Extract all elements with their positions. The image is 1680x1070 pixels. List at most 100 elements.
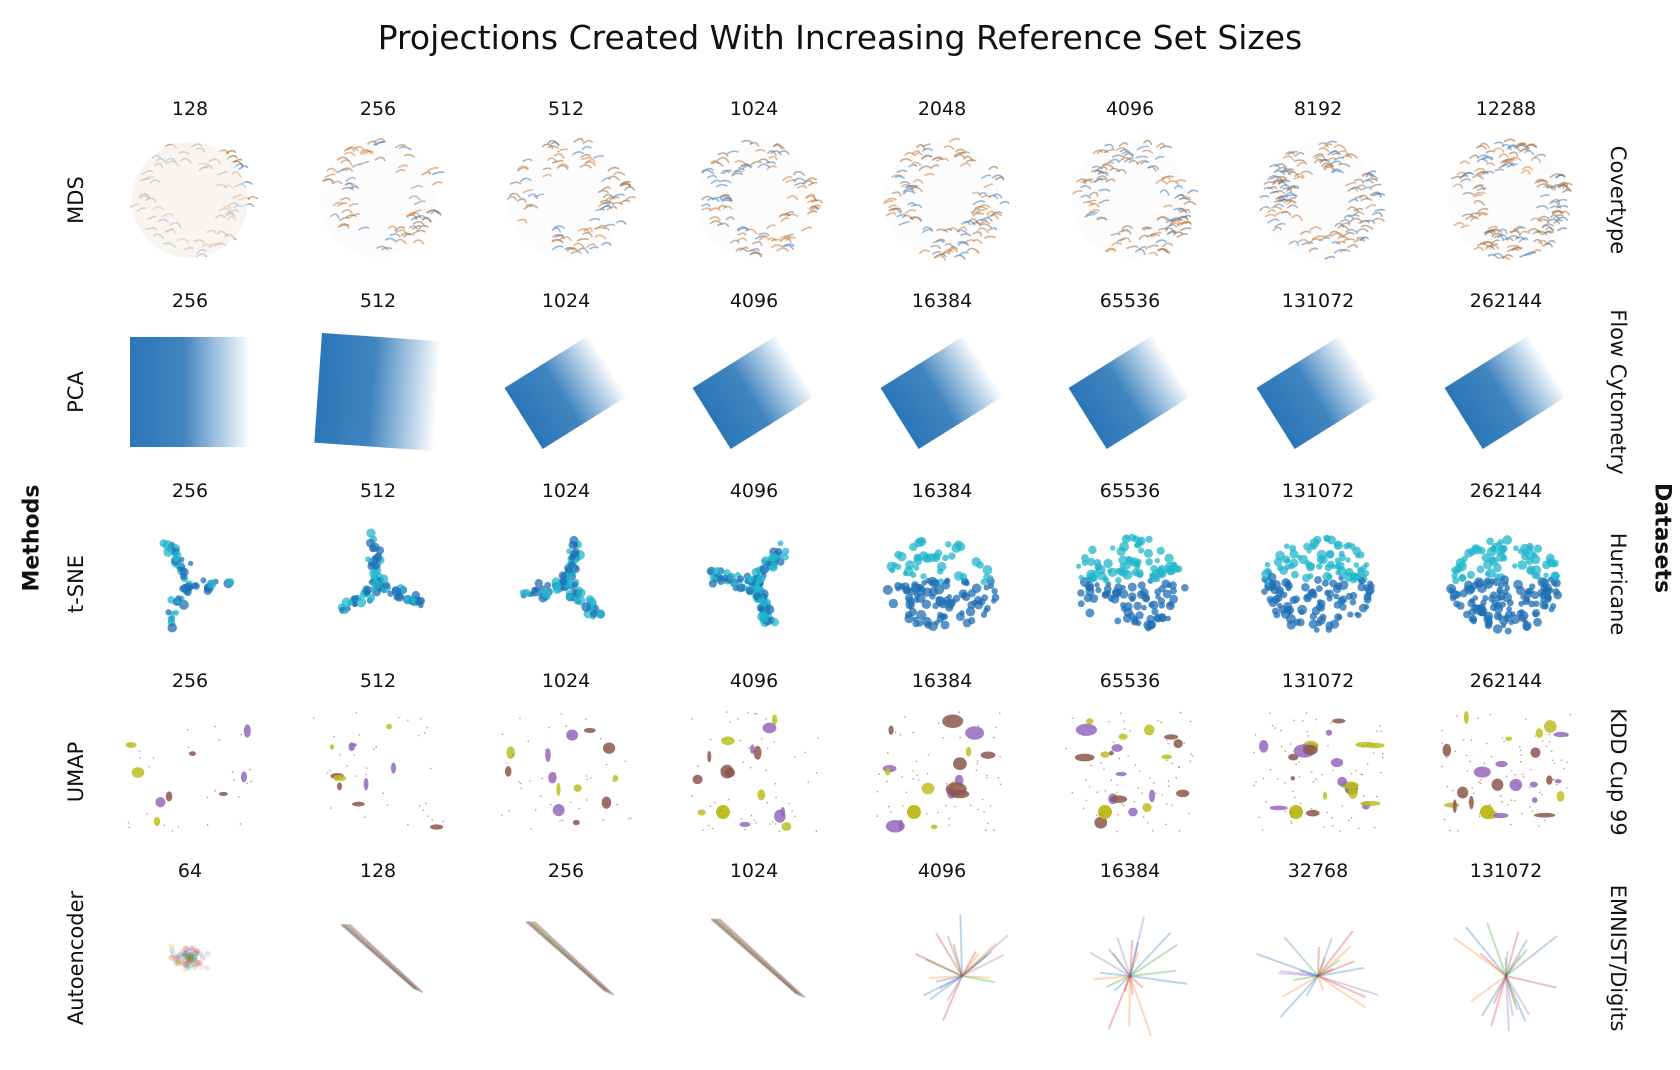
point-cluster xyxy=(972,212,985,217)
point-cluster xyxy=(1321,579,1329,587)
point-cluster xyxy=(427,166,439,172)
point xyxy=(1253,751,1255,754)
point-cluster xyxy=(692,774,703,785)
point-cluster xyxy=(758,158,771,164)
point-cluster xyxy=(918,249,931,255)
point-cluster xyxy=(953,151,965,157)
point-cluster xyxy=(1332,718,1346,724)
point-band xyxy=(880,334,1004,450)
point-cluster xyxy=(1374,208,1386,213)
point xyxy=(794,756,796,758)
point-cloud xyxy=(1260,142,1376,258)
point-cluster xyxy=(1492,147,1505,153)
point-cluster xyxy=(1474,191,1486,196)
point xyxy=(148,766,151,768)
projection-points xyxy=(915,914,1009,1021)
point xyxy=(976,760,979,762)
point-cluster xyxy=(1491,778,1504,791)
point xyxy=(989,804,992,807)
point-cluster xyxy=(1547,218,1561,225)
point-cluster xyxy=(1533,153,1547,159)
point-cluster xyxy=(1523,149,1535,156)
point xyxy=(1191,755,1194,758)
point-cluster xyxy=(908,163,918,168)
point xyxy=(627,817,630,820)
point-cluster xyxy=(1323,534,1331,542)
point xyxy=(1550,750,1553,752)
point-cluster xyxy=(1473,246,1485,252)
point-cluster xyxy=(1159,145,1173,150)
point xyxy=(189,947,196,954)
point-cluster xyxy=(1516,610,1524,617)
point-cluster xyxy=(1532,230,1543,236)
point-cluster xyxy=(912,179,924,184)
point xyxy=(1376,730,1378,732)
point-cluster xyxy=(1465,585,1475,595)
point-cluster xyxy=(1149,789,1156,803)
point-cluster xyxy=(1107,594,1115,602)
point xyxy=(173,955,180,962)
point-cluster xyxy=(163,547,173,557)
point-cluster xyxy=(1473,766,1491,778)
point xyxy=(719,809,722,812)
point xyxy=(1293,719,1295,722)
point-cluster xyxy=(1076,178,1087,184)
point-cluster xyxy=(575,595,586,606)
point-cluster xyxy=(343,151,356,157)
point-cluster xyxy=(588,217,601,222)
point xyxy=(177,826,179,828)
point xyxy=(737,718,740,720)
projection-points xyxy=(1453,922,1558,1032)
point-cluster xyxy=(942,714,964,729)
point-cluster xyxy=(326,167,338,173)
point-cluster xyxy=(579,164,593,169)
point-ray xyxy=(1280,969,1319,977)
point xyxy=(1082,734,1085,736)
point-cluster xyxy=(930,824,938,830)
point-cluster xyxy=(1277,198,1287,203)
point-cluster xyxy=(766,237,777,242)
point-cluster xyxy=(1510,156,1522,162)
point xyxy=(1551,759,1554,762)
point xyxy=(1310,807,1313,810)
point-cluster xyxy=(1487,253,1499,259)
point-ray xyxy=(1479,953,1507,977)
point-cluster xyxy=(917,584,925,593)
point-cluster xyxy=(1501,143,1512,151)
point-cluster xyxy=(723,196,733,202)
point-cluster xyxy=(778,213,789,218)
point-cluster xyxy=(1118,157,1132,163)
point-cluster xyxy=(1498,544,1507,554)
point-cluster xyxy=(386,723,392,730)
point-cluster xyxy=(597,189,610,194)
point-cluster xyxy=(1522,618,1528,625)
point-cluster xyxy=(1329,230,1343,237)
point-cluster xyxy=(1494,168,1505,172)
point-cluster xyxy=(1147,166,1157,172)
point-cluster xyxy=(588,246,599,250)
point xyxy=(791,810,794,812)
point xyxy=(1188,812,1190,815)
point-cluster xyxy=(398,164,409,169)
point-cluster xyxy=(1123,562,1131,570)
point-cluster xyxy=(376,245,389,251)
point-cluster xyxy=(1280,210,1292,216)
point-cluster xyxy=(581,145,592,151)
point xyxy=(1306,730,1309,733)
point xyxy=(1309,749,1312,751)
point xyxy=(1441,742,1443,745)
point-cluster xyxy=(542,173,552,178)
point-cluster xyxy=(1077,589,1085,597)
point xyxy=(249,768,252,771)
point xyxy=(1090,764,1092,767)
reference-size-label: 4096 xyxy=(729,480,779,502)
point-cluster xyxy=(700,203,711,208)
point-cluster xyxy=(1452,799,1457,813)
point-cluster xyxy=(414,200,426,206)
point xyxy=(508,809,511,812)
point xyxy=(518,781,521,783)
point-cluster xyxy=(1357,551,1365,559)
point-cluster xyxy=(1096,175,1108,181)
point xyxy=(398,716,400,719)
reference-size-label: 131072 xyxy=(1281,670,1355,692)
